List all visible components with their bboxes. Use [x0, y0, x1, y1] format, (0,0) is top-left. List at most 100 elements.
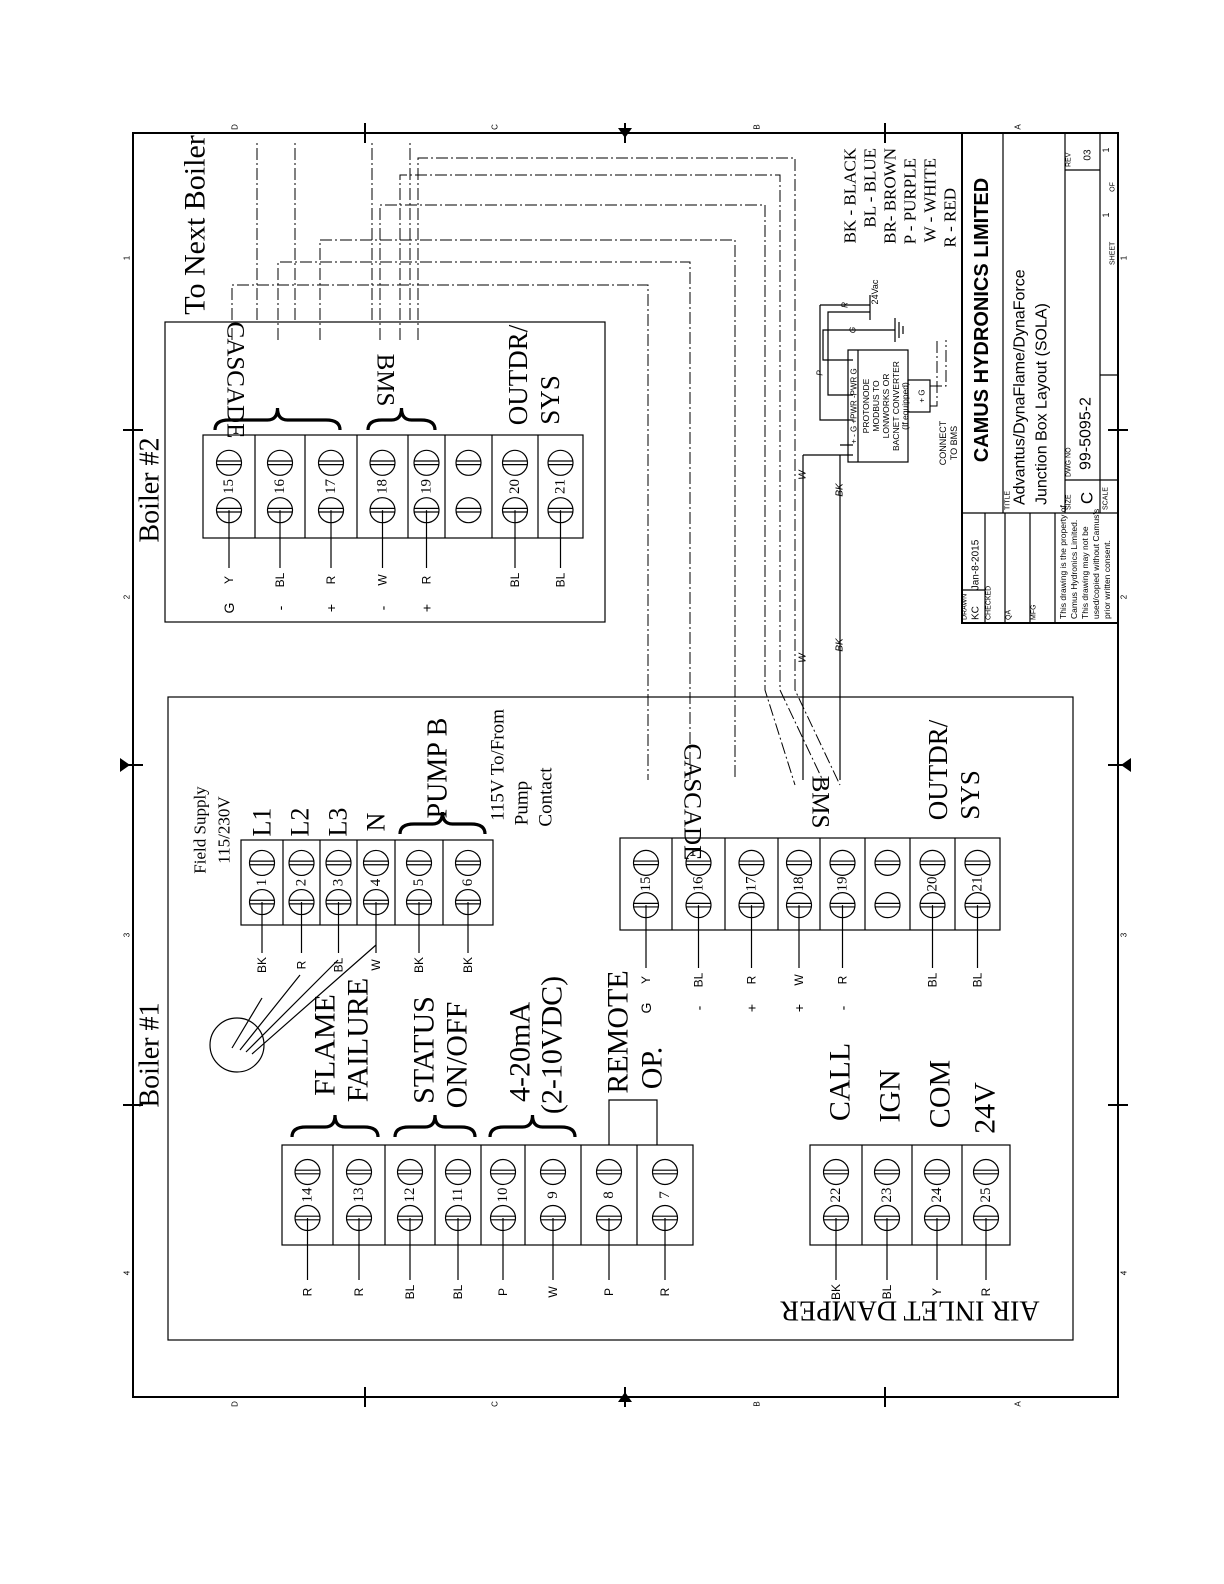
legend-r: R - RED [941, 188, 960, 248]
wire-color-label: BL [508, 572, 522, 587]
terminal-number: 14 [300, 1187, 316, 1203]
screw-icon [444, 1158, 472, 1186]
wire-color-label: P [602, 1288, 616, 1296]
screw-slot [875, 902, 900, 908]
terminal-number: 16 [272, 479, 288, 495]
protonode-wire-g: G [849, 327, 858, 333]
scale-label: SCALE [1103, 487, 1110, 510]
screw-icon [685, 849, 712, 876]
wire-color-label: BL [403, 1284, 417, 1299]
terminal-number: 7 [657, 1191, 673, 1199]
wire-color-label: Y [639, 976, 653, 984]
screw-slot [216, 460, 242, 466]
legend-bl: BL - BLUE [861, 148, 880, 228]
screw-slot [786, 860, 812, 866]
drawn-by: KC [971, 606, 982, 620]
wire-color-label: BK [412, 957, 426, 973]
terminal-2: 2R [282, 840, 315, 969]
screw-icon [595, 1158, 623, 1186]
mfg-label: MFG [1031, 604, 1038, 620]
screw-icon [874, 849, 901, 876]
terminal-13: 13 R [332, 1145, 373, 1296]
terminal-number: 15 [221, 479, 237, 494]
screw-slot [445, 1169, 471, 1175]
failure-label: FAILURE [342, 978, 375, 1102]
wire-color-label: W [792, 974, 806, 986]
size-label: SIZE [1066, 494, 1073, 510]
of-value: 1 [1101, 147, 1111, 152]
call-label: CALL [824, 1043, 857, 1121]
wire-color-label: R [352, 1287, 366, 1296]
zone-number: 3 [123, 932, 132, 937]
boiler1-control-block-outline [281, 1144, 694, 1246]
wire-color-label: R [324, 575, 338, 584]
terminal-7: 7R [636, 1145, 679, 1296]
legend-bk: BK - BLACK [841, 147, 860, 243]
wire-color-label: R [745, 975, 759, 984]
polarity-label: + [791, 1004, 807, 1012]
terminal-number: 19 [835, 877, 851, 892]
screw-slot [875, 860, 900, 866]
sensor-wires [231, 944, 377, 1055]
zone-letter: C [491, 1401, 500, 1407]
boiler2-outdr-label: OUTDR/ [503, 324, 533, 425]
zone-letter: B [753, 124, 762, 129]
zone-number: 1 [1120, 255, 1129, 260]
braces [213, 407, 577, 1138]
protonode-converter: + - G +PWR -PWR G PROTONODE MODBUS TO LO… [803, 279, 959, 465]
status-label: STATUS [408, 996, 441, 1104]
bms-run-1 [379, 204, 796, 786]
boiler1-junction-box [167, 696, 1074, 1341]
dwg-no-value: 99-5095-2 [1078, 397, 1095, 470]
screw-icon [651, 1158, 679, 1186]
sensor-icon [209, 1017, 265, 1073]
boiler1-damper-block-outline [809, 1144, 1011, 1246]
terminal-14: 14 R [294, 1158, 321, 1296]
terminal-number: 22 [828, 1188, 844, 1203]
screw-icon [547, 449, 574, 476]
terminal-number: 17 [744, 876, 760, 892]
terminal-20: 20 BL [909, 838, 946, 987]
bms-brace-boiler2 [366, 407, 437, 431]
terminal-21: 21 BL [954, 838, 991, 987]
boiler1-pump-block-outline [240, 839, 494, 926]
terminal-number: 10 [495, 1188, 511, 1203]
terminal-number: 25 [978, 1188, 994, 1203]
pump-b-label: PUMP B [423, 718, 454, 819]
screw-slot [652, 1169, 678, 1175]
zone-number: 2 [123, 594, 132, 599]
zone-number: 4 [123, 1270, 132, 1275]
bms-wire-w-label-2: W [798, 652, 809, 663]
screw-slot [295, 1169, 320, 1175]
terminal-23: 23 BL [861, 1145, 901, 1299]
polarity-label: - [272, 605, 288, 610]
status-brace [393, 1114, 477, 1138]
boiler2-sys-label: SYS [535, 375, 565, 425]
wire-color-label: BL [692, 972, 706, 987]
terminal-number: 9 [545, 1191, 561, 1199]
bms-wire-w-label-1: W [798, 469, 809, 480]
screw-icon [539, 1158, 567, 1186]
screw-icon [874, 892, 901, 919]
terminal-number: 19 [419, 479, 435, 494]
terminal-20: 20 BL [491, 435, 529, 587]
terminal-number: 17 [323, 479, 339, 495]
screw-icon [266, 449, 294, 476]
remote-op-jumper [608, 1099, 658, 1145]
wire-color-label: BL [273, 572, 287, 587]
protonode-wire-p: P [816, 370, 825, 376]
legend-p: P - PURPLE [901, 158, 920, 244]
cascade-run-1 [231, 284, 649, 780]
com-label: COM [924, 1060, 957, 1128]
ma-label: 4-20mA [504, 1002, 537, 1102]
flame-label: FLAME [309, 994, 342, 1096]
terminal-number: 8 [601, 1191, 617, 1199]
color-legend: BK - BLACK BL - BLUE BR- BROWN P - PURPL… [841, 147, 960, 247]
screw-icon [873, 1158, 901, 1186]
screw-icon [396, 1158, 424, 1186]
screw-icon [964, 849, 991, 876]
wire-color-label: BL [926, 972, 940, 987]
screw-icon [822, 1158, 850, 1186]
